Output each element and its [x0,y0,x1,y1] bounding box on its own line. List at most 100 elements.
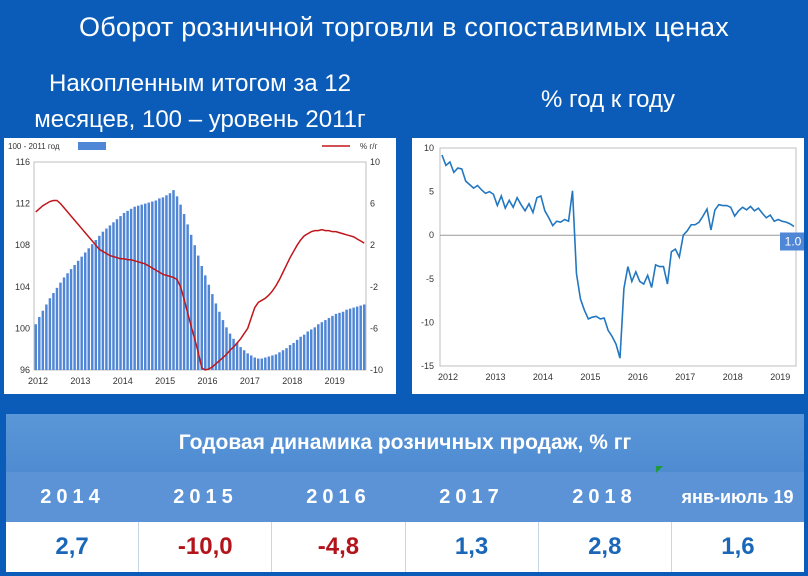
bar [338,312,341,370]
x-tick-label: 2015 [155,376,175,386]
plot-frame [33,161,367,371]
bar [225,327,228,370]
value-cell: 1,6 [721,533,755,560]
value-cell: -10,0 [139,522,273,572]
bar [242,350,246,370]
bar [98,235,101,370]
bar [34,324,37,370]
bar [302,334,306,370]
y-right-tick-label: 6 [370,199,375,209]
bar [83,252,87,370]
yoy-line-series [35,199,365,371]
bar [52,293,55,370]
bar [140,204,143,370]
bar [214,303,218,370]
bar [324,320,327,370]
bar [341,311,345,370]
legend-line-label: % г/г [360,142,377,151]
bar [136,205,140,370]
bar [288,345,292,370]
bar [197,255,200,370]
cell-comment-marker [656,466,663,473]
plot-frame [439,147,797,367]
legend-bar-label: 100 - 2011 год [8,142,60,151]
bar [355,306,359,370]
bar [295,339,299,370]
bar [122,212,126,370]
bar [331,315,334,370]
y-left-tick-label: 100 [15,323,30,333]
y-left-tick-label: 116 [16,157,30,167]
bar [228,333,232,370]
bar [73,264,76,370]
value-cell: 2,7 [6,522,140,572]
x-tick-label: 2012 [438,372,458,382]
bar [267,356,271,370]
bar [239,347,242,370]
y-tick-label: -10 [421,317,434,327]
bar [235,342,239,370]
year-cell: 2017 [439,486,504,508]
bar [285,348,288,370]
year-cell: янв-июль 19 [681,487,794,507]
bar [76,260,80,370]
bar [320,322,324,370]
bar [94,240,98,370]
x-tick-label: 2019 [325,376,345,386]
bar [292,342,295,370]
bar [253,357,256,370]
bar [108,225,112,370]
yoy-chart-panel: 10 5 0 -5 -10 -15 2012 2013 2014 2015 2016 2017 2018… [412,138,806,394]
bar [221,320,225,370]
x-tick-label: 2018 [723,372,743,382]
y-tick-label: 0 [429,230,434,240]
bar [207,284,211,370]
bar [161,197,165,370]
bar [299,336,302,370]
bar [310,329,313,370]
bar [168,193,172,370]
bar [105,228,108,370]
bar [218,311,221,370]
bar [147,202,151,370]
bar [129,208,133,370]
bar [313,327,317,370]
y-right-tick-label: -2 [370,282,378,292]
year-cell: 2015 [173,486,238,508]
value-cell: 2,8 [539,522,672,572]
bar [186,224,189,370]
bar [154,200,158,370]
bar [189,234,193,370]
bar [172,190,175,370]
cumulative-chart-panel: 96 100 104 108 112 116 -10 -6 -2 2 6 10 2012 2013 2014… [4,138,396,394]
bar [80,256,83,370]
yoy-chart: 10 5 0 -5 -10 -15 2012 2013 2014 2015 2016 2017 2018… [421,143,806,382]
bar [41,310,45,370]
x-tick-label: 2016 [628,372,648,382]
bar [119,216,122,370]
yoy-series-line [441,154,795,359]
bar [133,206,136,370]
year-header-row: 2014 2015 2016 2017 2018 янв-июль 19 [6,472,804,522]
y-right-tick-label: -10 [370,365,383,375]
bar [151,201,154,370]
value-row: 2,7 -10,0 -4,8 1,3 2,8 1,6 [6,522,804,572]
bar [115,219,119,370]
bar [165,195,168,370]
y-left-tick-label: 96 [20,365,30,375]
bar [126,210,129,370]
y-left-tick-label: 104 [15,282,30,292]
x-tick-label: 2017 [240,376,260,386]
x-tick-label: 2012 [28,376,48,386]
cumulative-chart: 96 100 104 108 112 116 -10 -6 -2 2 6 10 2012 2013 2014… [8,142,383,386]
bar [112,222,115,370]
bar [59,282,62,370]
bar [274,354,278,370]
bar [211,294,214,370]
last-value-label: 1.0 [785,235,802,249]
bar [249,355,253,370]
bar [101,231,105,370]
value-cell: 1,3 [406,522,539,572]
bar [144,203,147,370]
bar [91,244,94,370]
